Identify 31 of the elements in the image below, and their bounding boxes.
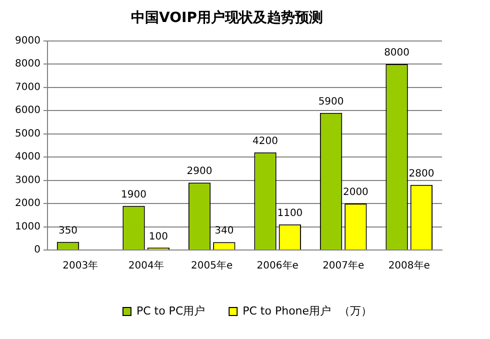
y-tick-label: 5000 <box>14 128 40 140</box>
x-tick-label: 2003年 <box>62 260 98 272</box>
chart-title: 中国VOIP用户现状及趋势预测 <box>131 9 323 26</box>
x-tick-label: 2005年e <box>191 260 233 272</box>
y-tick-label: 6000 <box>14 105 40 116</box>
y-tick-label: 0 <box>34 244 40 256</box>
data-label: 2800 <box>408 168 434 180</box>
data-label: 340 <box>214 226 234 237</box>
data-label: 100 <box>148 231 168 242</box>
x-tick-label: 2006年e <box>256 260 298 272</box>
data-label: 4200 <box>252 136 278 147</box>
data-label: 1100 <box>277 208 303 220</box>
y-tick-label: 9000 <box>14 35 40 46</box>
y-tick-label: 1000 <box>14 221 40 232</box>
data-label: 350 <box>58 225 78 236</box>
data-label: 5900 <box>318 96 344 108</box>
y-tick-label: 2000 <box>14 198 40 210</box>
data-label: 2000 <box>342 187 368 198</box>
y-tick-label: 8000 <box>14 58 40 70</box>
x-tick-label: 2008年e <box>388 260 430 272</box>
legend-label: PC to Phone用户 <box>242 304 332 318</box>
text: （万） <box>339 304 372 318</box>
y-tick-label: 4000 <box>14 152 40 163</box>
data-label: 8000 <box>384 48 410 59</box>
data-label: 1900 <box>121 189 146 200</box>
data-label: 2900 <box>186 166 212 178</box>
y-tick-label: 7000 <box>14 82 40 93</box>
legend-label: PC to PC用户 <box>136 304 206 318</box>
x-tick-label: 2007年e <box>322 260 364 272</box>
x-tick-label: 2004年 <box>128 260 164 272</box>
y-tick-label: 3000 <box>14 174 40 186</box>
